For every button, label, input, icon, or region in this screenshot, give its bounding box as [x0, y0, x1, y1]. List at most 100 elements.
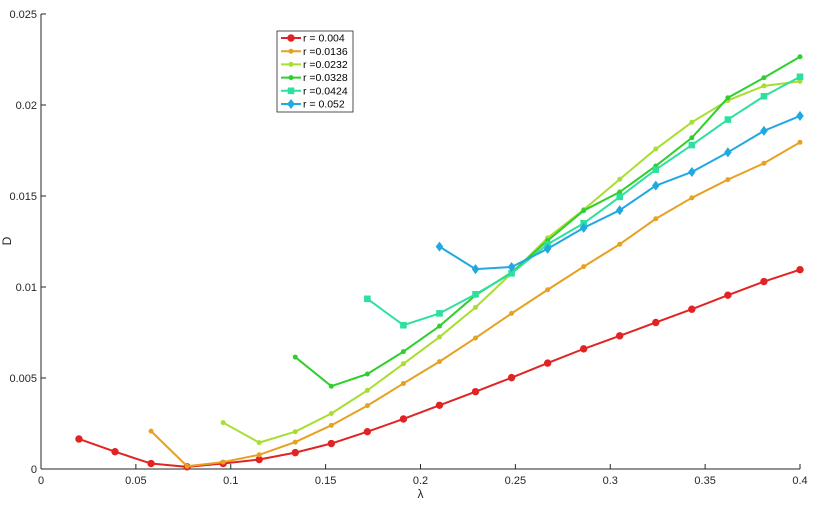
legend-box [276, 30, 354, 113]
y-tick-label: 0.015 [9, 191, 37, 203]
legend-entry: r =0.0232 [281, 59, 348, 71]
data-point [436, 359, 442, 365]
data-point [725, 177, 731, 183]
data-point [616, 193, 624, 201]
series-5 [364, 73, 804, 329]
data-point [400, 349, 406, 355]
data-point [436, 334, 442, 340]
data-point [509, 310, 515, 316]
data-point [507, 373, 516, 382]
data-point [473, 335, 479, 341]
legend-swatch-marker [287, 87, 295, 95]
data-point [724, 147, 732, 158]
legend-label: r =0.0232 [303, 59, 348, 71]
legend-label: r =0.0136 [303, 46, 348, 58]
series-line [366, 75, 801, 327]
data-point [761, 75, 767, 81]
data-point [653, 216, 659, 222]
x-ticks: 0 0.05 0.1 0.15 0.2 0.25 0.3 0.35 0.4 [38, 464, 808, 487]
data-point [400, 361, 406, 367]
data-point [472, 290, 479, 298]
data-point [797, 54, 803, 60]
data-point [543, 359, 552, 367]
data-point [760, 92, 768, 100]
data-point [184, 463, 190, 469]
y-axis-label: D [0, 236, 14, 245]
y-tick-label: 0.005 [9, 373, 37, 385]
data-point [436, 310, 443, 317]
y-ticks: 0 0.005 0.01 0.015 0.02 0.025 [9, 9, 46, 476]
x-axis-label: λ [418, 487, 424, 501]
legend-label: r =0.0424 [303, 85, 348, 97]
axes [40, 14, 800, 470]
data-point [543, 243, 552, 254]
series-2 [148, 139, 803, 469]
series-line [78, 268, 801, 468]
legend-swatch-marker [288, 48, 294, 54]
data-point [761, 83, 767, 89]
series-layer [75, 54, 804, 471]
data-point [688, 305, 696, 313]
data-point [617, 189, 623, 195]
data-point [292, 429, 298, 435]
data-point [473, 304, 479, 310]
data-point [581, 264, 587, 270]
data-point [328, 422, 334, 428]
data-point [75, 435, 83, 443]
data-point [689, 135, 695, 141]
data-point [796, 73, 804, 81]
x-tick-label: 0.4 [792, 475, 807, 487]
data-point [796, 110, 804, 121]
data-point [435, 241, 444, 252]
data-point [652, 180, 660, 191]
data-point [688, 141, 696, 149]
data-point [328, 410, 334, 416]
data-point [617, 176, 623, 182]
y-tick-label: 0 [31, 464, 37, 476]
data-point [689, 119, 695, 125]
data-point [111, 448, 119, 456]
data-point [364, 371, 370, 377]
y-tick-label: 0.02 [16, 100, 37, 112]
data-point [725, 95, 731, 101]
x-tick-label: 0.1 [223, 475, 238, 487]
y-tick-label: 0.01 [16, 282, 37, 294]
data-point [761, 160, 767, 166]
x-tick-label: 0.15 [315, 475, 336, 487]
legend-swatch-marker [287, 98, 295, 110]
x-tick-label: 0.05 [125, 475, 146, 487]
legend-label: r = 0.052 [303, 99, 345, 111]
data-point [471, 387, 480, 396]
series-1 [75, 266, 804, 471]
data-point [615, 205, 624, 216]
data-point [617, 241, 623, 247]
data-point [689, 195, 695, 201]
legend-entry: r =0.0424 [281, 85, 348, 97]
data-point [148, 428, 154, 434]
data-point [435, 401, 444, 409]
data-point [760, 125, 768, 136]
data-point [653, 146, 659, 152]
data-point [616, 332, 624, 340]
data-point [363, 427, 372, 436]
legend-entry: r =0.0136 [281, 46, 348, 58]
data-point [328, 383, 334, 389]
data-point [400, 321, 407, 329]
series-6 [435, 110, 804, 275]
data-point [292, 354, 298, 360]
data-point [760, 277, 768, 286]
data-point [400, 380, 406, 386]
legend-entry: r =0.0328 [281, 72, 348, 84]
x-tick-label: 0.3 [603, 475, 618, 487]
data-point [579, 222, 588, 233]
data-point [327, 439, 336, 448]
legend-entry: r = 0.004 [281, 33, 345, 45]
data-point [724, 116, 732, 123]
data-point [652, 318, 660, 327]
data-point [436, 323, 442, 329]
legend-swatch-marker [287, 34, 295, 42]
data-point [796, 266, 804, 274]
